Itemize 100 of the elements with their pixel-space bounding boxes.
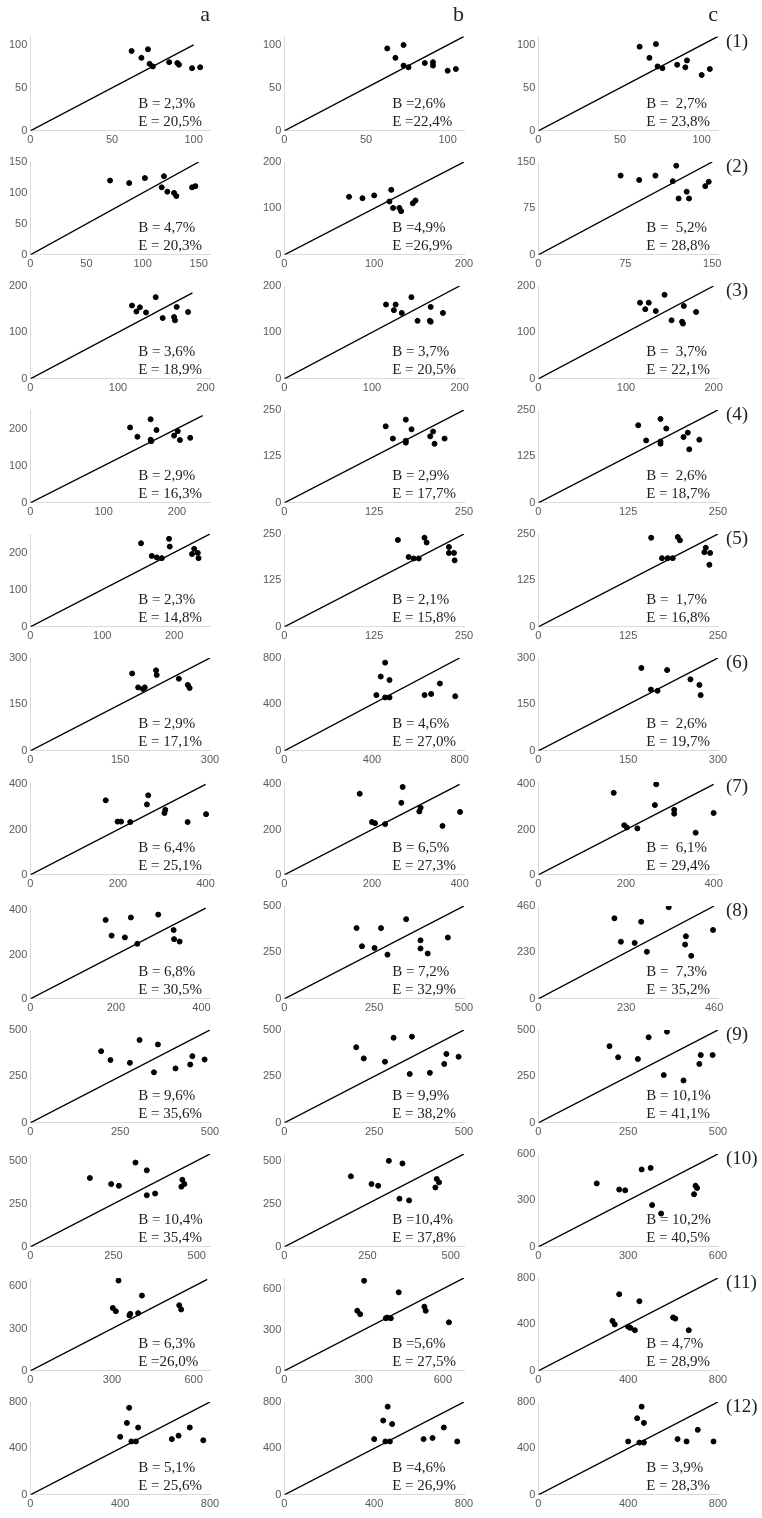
y-tick-label: 250 <box>262 1196 282 1209</box>
y-tick-label: 400 <box>262 1441 282 1454</box>
annotation: B = 9,6% <box>138 1086 196 1103</box>
y-tick-label: 200 <box>262 822 282 835</box>
x-tick-label: 500 <box>708 1125 728 1138</box>
x-tick-label: 400 <box>196 877 215 890</box>
annotation: E = 19,7% <box>646 732 711 749</box>
y-tick-label: 400 <box>516 1441 536 1454</box>
y-tick-label: 0 <box>275 371 282 384</box>
y-tick-label: 400 <box>516 1317 536 1330</box>
y-tick-label: 0 <box>275 619 282 632</box>
y-tick-label: 400 <box>8 903 28 916</box>
y-tick-label: 500 <box>262 899 282 912</box>
annotation: B = 6,8% <box>138 962 196 979</box>
y-tick-label: 400 <box>262 697 282 710</box>
x-tick-label: 100 <box>616 381 636 394</box>
chart-subtitle: (3) <box>726 279 749 302</box>
y-tick-label: 400 <box>8 1441 28 1454</box>
annotation: E = 27,3% <box>392 856 457 873</box>
y-tick-label: 0 <box>275 867 282 880</box>
x-tick-label: 600 <box>433 1373 453 1386</box>
y-tick-label: 0 <box>21 991 28 1004</box>
x-tick-label: 300 <box>102 1373 122 1386</box>
annotation: B = 2,7% <box>646 94 708 111</box>
annotation: E = 41,1% <box>646 1104 711 1121</box>
chart-subtitle: (2) <box>726 155 749 178</box>
y-tick-label: 0 <box>275 123 282 136</box>
annotation: B = 3,7% <box>392 342 450 359</box>
y-tick-label: 0 <box>529 867 536 880</box>
x-tick-label: 250 <box>619 1125 638 1138</box>
x-tick-label: 125 <box>365 505 384 518</box>
x-tick-label: 100 <box>362 381 382 394</box>
annotation: E = 25,6% <box>138 1476 203 1493</box>
y-tick-label: 0 <box>21 1115 28 1128</box>
y-tick-label: 600 <box>8 1279 28 1292</box>
annotation: B = 4,6% <box>392 714 450 731</box>
y-tick-label: 200 <box>516 822 536 835</box>
annotation: B = 7,2% <box>392 962 450 979</box>
annotation: B = 2,6% <box>646 466 708 483</box>
annotation: B =4,9% <box>392 218 446 235</box>
x-tick-label: 75 <box>619 257 632 270</box>
annotation: E = 20,5% <box>138 112 203 129</box>
chart-subtitle: (6) <box>726 651 749 674</box>
annotation: B = 2,3% <box>138 590 196 607</box>
x-tick-label: 100 <box>108 381 128 394</box>
annotation: B = 10,2% <box>646 1210 711 1227</box>
x-tick-label: 150 <box>619 753 638 766</box>
chart-title: a <box>200 0 211 26</box>
x-tick-label: 200 <box>164 629 184 642</box>
y-tick-label: 100 <box>8 582 28 595</box>
chart-subtitle: (12) <box>726 1395 758 1418</box>
y-tick-label: 200 <box>8 279 28 292</box>
x-tick-label: 250 <box>365 1125 384 1138</box>
y-tick-label: 0 <box>529 247 536 260</box>
y-tick-label: 100 <box>516 325 536 338</box>
y-tick-label: 100 <box>262 201 282 214</box>
annotation: E = 30,5% <box>138 980 203 997</box>
annotation: E = 28,3% <box>646 1476 711 1493</box>
y-tick-label: 50 <box>523 80 536 93</box>
x-tick-label: 200 <box>362 877 382 890</box>
chart-subtitle: (1) <box>726 29 749 52</box>
y-tick-label: 200 <box>516 279 536 292</box>
y-tick-label: 250 <box>262 945 282 958</box>
chart-title: c <box>708 0 719 26</box>
y-tick-label: 600 <box>262 1281 282 1294</box>
annotation: E = 27,0% <box>392 732 457 749</box>
y-tick-label: 100 <box>516 38 536 51</box>
annotation: E = 16,3% <box>138 484 203 501</box>
annotation: B =2,6% <box>392 94 446 111</box>
annotation: B =4,6% <box>392 1458 446 1475</box>
annotation: B =5,6% <box>392 1334 446 1351</box>
x-tick-label: 250 <box>454 629 474 642</box>
y-tick-label: 150 <box>8 155 28 168</box>
y-tick-label: 50 <box>269 80 282 93</box>
y-tick-label: 500 <box>262 1153 282 1166</box>
x-tick-label: 250 <box>708 505 728 518</box>
y-tick-label: 250 <box>262 527 282 540</box>
annotation: E =26,9% <box>392 236 453 253</box>
y-tick-label: 0 <box>529 123 536 136</box>
y-tick-label: 0 <box>21 1239 28 1252</box>
annotation: E = 32,9% <box>392 980 457 997</box>
annotation: B = 4,7% <box>138 218 196 235</box>
annotation: E = 17,7% <box>392 484 457 501</box>
x-tick-label: 500 <box>200 1125 220 1138</box>
annotation: E = 14,8% <box>138 608 203 625</box>
annotation: B = 3,6% <box>138 342 196 359</box>
x-tick-label: 600 <box>708 1249 728 1262</box>
x-tick-label: 200 <box>450 381 469 394</box>
annotation: E = 18,9% <box>138 360 203 377</box>
y-tick-label: 250 <box>262 1069 282 1082</box>
y-tick-label: 150 <box>8 697 28 710</box>
x-tick-label: 200 <box>616 877 636 890</box>
annotation: B = 4,7% <box>646 1334 704 1351</box>
chart-subtitle: (5) <box>726 527 749 550</box>
x-tick-label: 50 <box>613 133 627 146</box>
x-tick-label: 100 <box>692 133 711 146</box>
annotation: B = 3,7% <box>646 342 708 359</box>
annotation: E = 28,8% <box>646 236 711 253</box>
y-tick-label: 300 <box>516 651 536 664</box>
x-tick-label: 400 <box>704 877 723 890</box>
